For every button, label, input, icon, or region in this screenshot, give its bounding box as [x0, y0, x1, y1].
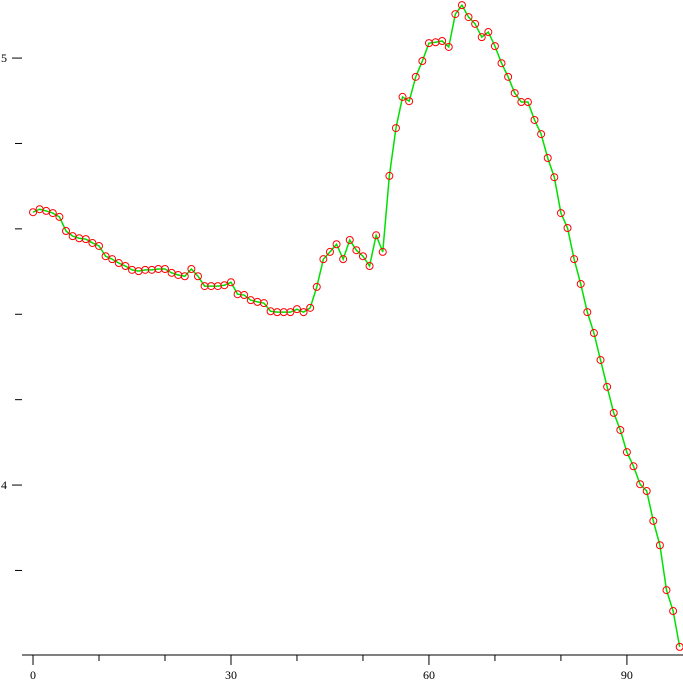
point-marker	[385, 171, 394, 180]
x-tick-label: 0	[30, 668, 36, 682]
point-marker	[655, 541, 664, 550]
point-marker	[457, 1, 466, 10]
point-marker	[193, 272, 202, 281]
point-marker	[286, 308, 295, 317]
point-marker	[352, 246, 361, 255]
point-marker	[339, 255, 348, 264]
point-marker	[345, 235, 354, 244]
x-tick-label: 30	[225, 668, 237, 682]
point-marker	[398, 92, 407, 101]
point-marker	[160, 265, 169, 274]
point-marker	[418, 57, 427, 66]
point-marker	[411, 72, 420, 81]
point-marker	[556, 209, 565, 218]
point-marker	[88, 238, 97, 247]
point-marker	[325, 247, 334, 256]
point-marker	[405, 97, 414, 106]
point-marker	[438, 36, 447, 45]
point-marker	[649, 516, 658, 525]
point-marker	[306, 303, 315, 312]
point-marker	[543, 153, 552, 162]
point-marker	[537, 130, 546, 139]
point-marker	[108, 255, 117, 264]
point-marker	[48, 209, 57, 218]
point-marker	[464, 13, 473, 22]
point-marker	[669, 607, 678, 616]
point-marker	[596, 355, 605, 364]
point-marker	[662, 586, 671, 595]
point-marker	[62, 227, 71, 236]
point-marker	[471, 19, 480, 28]
y-tick-label: 4	[1, 478, 7, 492]
point-marker	[226, 278, 235, 287]
point-marker	[332, 240, 341, 249]
point-marker	[490, 42, 499, 51]
point-marker	[29, 208, 38, 217]
point-marker	[299, 308, 308, 317]
point-marker	[365, 262, 374, 271]
point-marker	[636, 480, 645, 489]
point-marker	[576, 279, 585, 288]
point-marker	[180, 272, 189, 281]
point-marker	[220, 281, 229, 290]
point-marker	[312, 282, 321, 291]
point-marker	[510, 89, 519, 98]
point-marker	[523, 98, 532, 107]
point-marker	[391, 124, 400, 133]
point-marker	[292, 305, 301, 314]
point-marker	[444, 42, 453, 51]
point-marker	[358, 252, 367, 261]
series-line	[32, 3, 681, 648]
point-marker	[259, 299, 268, 308]
point-marker	[589, 329, 598, 338]
point-marker	[550, 173, 559, 182]
point-marker	[675, 642, 683, 651]
point-marker	[95, 241, 104, 250]
point-marker	[477, 33, 486, 42]
point-marker	[642, 487, 651, 496]
point-marker	[372, 231, 381, 240]
point-marker	[240, 291, 249, 300]
point-marker	[81, 235, 90, 244]
point-marker	[114, 259, 123, 268]
point-marker	[121, 262, 130, 271]
point-marker	[622, 448, 631, 457]
point-marker	[530, 115, 539, 124]
point-marker	[319, 255, 328, 264]
point-marker	[504, 72, 513, 81]
point-marker	[101, 252, 110, 261]
point-marker	[497, 59, 506, 68]
x-tick-label: 60	[423, 668, 435, 682]
point-marker	[187, 265, 196, 274]
point-marker	[570, 255, 579, 264]
y-tick-label: 5	[1, 51, 7, 65]
point-marker	[609, 408, 618, 417]
point-marker	[378, 247, 387, 256]
point-marker	[629, 462, 638, 471]
point-marker	[484, 28, 493, 37]
point-marker	[583, 308, 592, 317]
x-tick-label: 90	[621, 668, 633, 682]
point-marker	[451, 10, 460, 19]
point-marker	[563, 224, 572, 233]
point-marker	[603, 382, 612, 391]
point-marker	[55, 212, 64, 221]
point-marker	[616, 425, 625, 434]
